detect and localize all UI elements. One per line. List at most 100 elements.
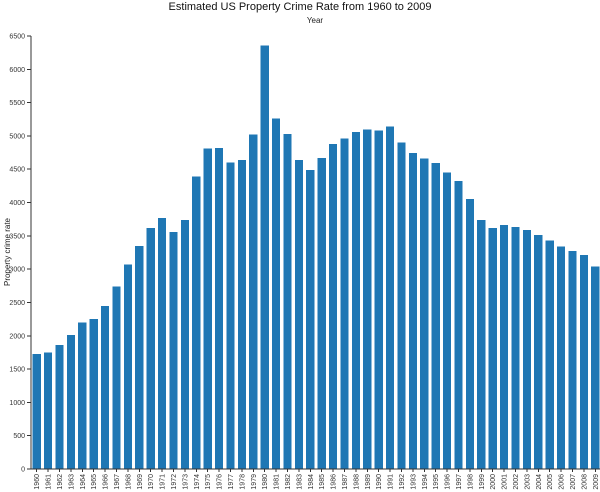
x-tick-label: 1998 (467, 474, 474, 490)
bar (568, 251, 577, 469)
bars-layer (32, 45, 600, 470)
bar (101, 305, 110, 469)
bar (317, 157, 326, 469)
x-tick-label: 1978 (239, 474, 246, 490)
y-tick-label: 3500 (9, 233, 25, 240)
x-tick-label: 1970 (148, 474, 155, 490)
bar (272, 118, 281, 469)
bar (329, 143, 338, 470)
bar (180, 219, 190, 469)
bar (374, 130, 383, 469)
x-tick-label: 1992 (399, 474, 406, 490)
y-tick-label: 5500 (9, 100, 25, 107)
y-tick-label: 0 (21, 467, 25, 474)
bar (158, 217, 167, 469)
x-tick-label: 1988 (353, 474, 360, 490)
bar (44, 352, 53, 469)
bar (283, 133, 292, 470)
x-tick-label: 1985 (319, 474, 326, 490)
bar (351, 131, 361, 469)
y-tick-label: 4500 (9, 167, 25, 174)
x-tick-label: 1960 (34, 474, 41, 490)
x-tick-label: 1984 (308, 474, 315, 490)
x-tick-label: 1968 (125, 474, 132, 490)
x-tick-label: 1976 (217, 474, 224, 490)
x-axis: 1960 1961 1962 1963 1964 1965 1966 1967 1968 1969… (31, 468, 600, 490)
y-tick-label: 1000 (9, 400, 25, 407)
y-axis: 0 500 1000 1500 2000 2500 3000 3500 4000 4500 5000… (9, 34, 32, 474)
x-tick-label: 1964 (80, 474, 87, 490)
x-tick-label: 1982 (285, 474, 292, 490)
x-tick-label: 1983 (296, 474, 303, 490)
x-tick-label: 1997 (456, 474, 463, 490)
x-tick-label: 1993 (410, 474, 417, 490)
bar (123, 264, 133, 469)
bar (226, 162, 235, 469)
x-tick-label: 1973 (182, 474, 189, 490)
bar (237, 159, 247, 469)
x-tick-label: 1979 (251, 474, 258, 490)
bar (488, 227, 497, 469)
bar (32, 353, 41, 469)
x-tick-label: 1962 (57, 474, 64, 490)
bar (477, 219, 486, 469)
y-tick-label: 6000 (9, 67, 25, 74)
y-tick-label: 4000 (9, 200, 25, 207)
bar (500, 225, 509, 469)
x-tick-label: 1981 (274, 474, 281, 490)
bar (431, 163, 440, 470)
bar (545, 240, 554, 469)
x-tick-label: 1972 (171, 474, 178, 490)
bar (397, 142, 406, 469)
bar (249, 134, 258, 469)
bar (294, 159, 304, 469)
bar (306, 169, 315, 469)
bar (112, 286, 121, 469)
y-tick-label: 2500 (9, 300, 25, 307)
bar (169, 231, 178, 469)
bar (363, 129, 372, 469)
bar (55, 345, 64, 469)
x-tick-label: 1986 (331, 474, 338, 490)
bar (511, 227, 520, 469)
x-tick-label: 1965 (91, 474, 98, 490)
y-tick-label: 6500 (9, 34, 25, 41)
x-tick-label: 1971 (160, 474, 167, 490)
x-tick-label: 2000 (490, 474, 497, 490)
x-tick-label: 1963 (68, 474, 75, 490)
x-tick-label: 1989 (365, 474, 372, 490)
x-tick-label: 1999 (479, 474, 486, 490)
bar (557, 246, 566, 469)
bar (260, 45, 269, 469)
x-tick-label: 2003 (524, 474, 531, 490)
x-tick-label: 2001 (502, 474, 509, 490)
x-tick-label: 1969 (137, 474, 144, 490)
bar (386, 126, 395, 469)
bar (89, 319, 98, 469)
x-tick-label: 2004 (536, 474, 543, 490)
x-tick-label: 1994 (422, 474, 429, 490)
bar (534, 235, 543, 469)
x-tick-label: 1977 (228, 474, 235, 490)
x-tick-label: 1991 (388, 474, 395, 490)
x-tick-label: 1995 (433, 474, 440, 490)
x-tick-label: 2008 (581, 474, 588, 490)
y-tick-label: 2000 (9, 333, 25, 340)
y-tick-label: 3000 (9, 267, 25, 274)
bar (66, 335, 76, 469)
chart-title: Estimated US Property Crime Rate from 19… (169, 1, 432, 13)
bar (215, 147, 224, 469)
x-tick-label: 1966 (103, 474, 110, 490)
bar (78, 322, 87, 469)
bar (420, 158, 429, 469)
x-tick-label: 1967 (114, 474, 121, 490)
y-axis-label: Property crime rate (3, 217, 12, 286)
bar (591, 266, 600, 469)
y-tick-label: 1500 (9, 367, 25, 374)
bar (408, 153, 418, 470)
bar (579, 255, 589, 469)
bar (135, 245, 144, 469)
x-tick-label: 1974 (194, 474, 201, 490)
